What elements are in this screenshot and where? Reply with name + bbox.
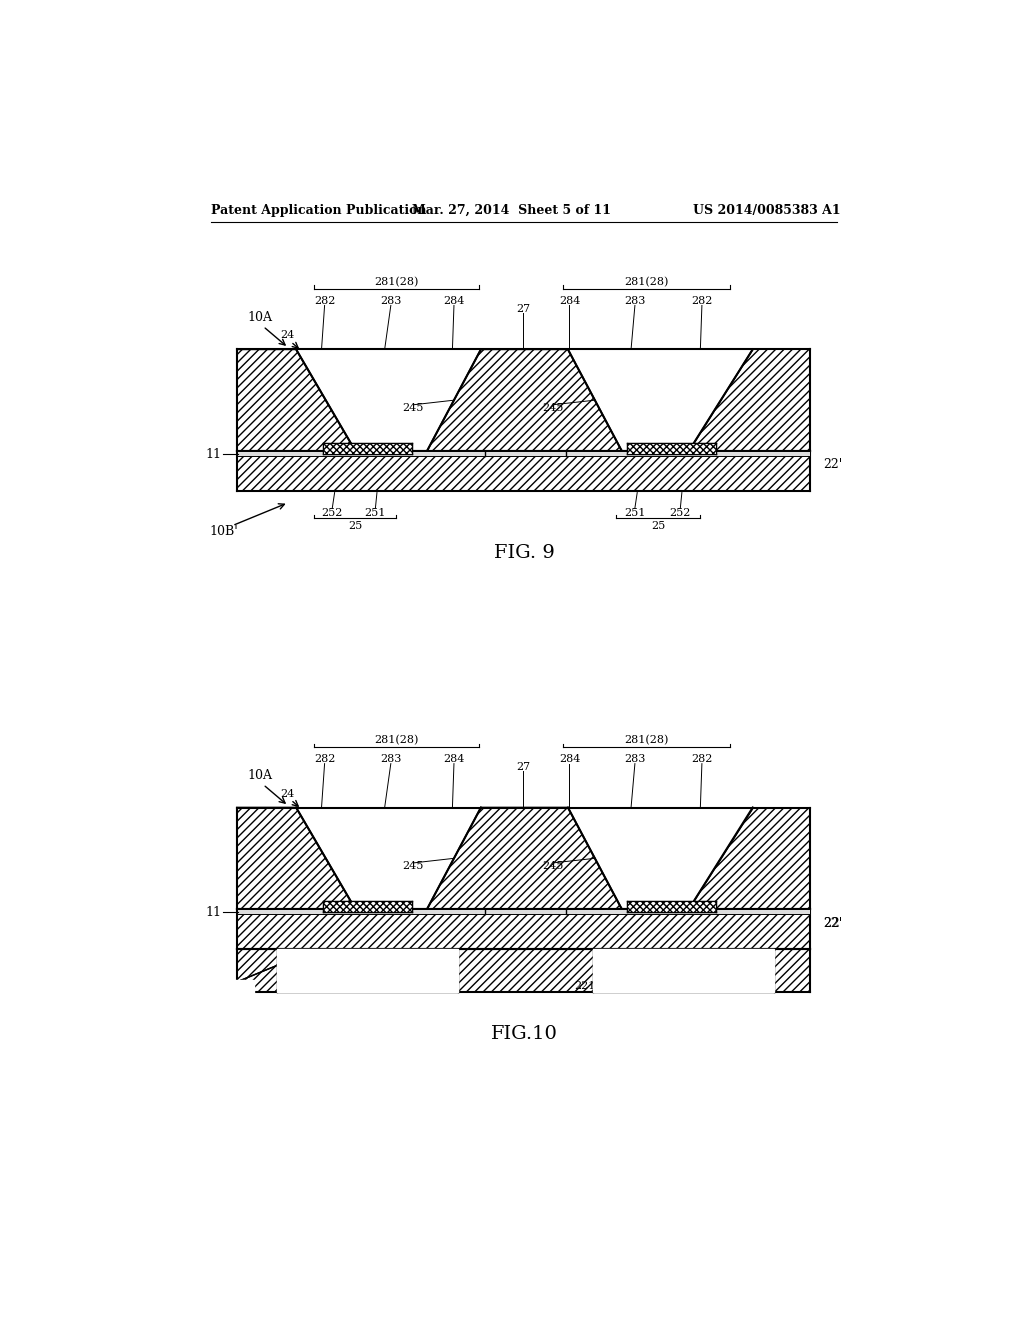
Text: 283: 283 [380,754,401,764]
Polygon shape [689,350,810,451]
Text: 11: 11 [206,447,221,461]
Text: 25: 25 [348,520,362,531]
Text: 282: 282 [314,754,335,764]
Text: 252: 252 [322,966,343,975]
Text: 25: 25 [651,979,666,989]
Text: 221(222): 221(222) [574,981,626,991]
Text: 245: 245 [402,403,424,413]
Bar [593,949,773,991]
Text: FIG.10: FIG.10 [492,1024,558,1043]
Text: 251: 251 [625,508,645,517]
Polygon shape [237,949,810,991]
Text: 245: 245 [402,861,424,871]
Text: 251: 251 [625,966,645,975]
Text: 283: 283 [625,754,645,764]
Text: 11: 11 [206,906,221,919]
Polygon shape [323,444,412,454]
Polygon shape [237,909,810,949]
Text: Mar. 27, 2014  Sheet 5 of 11: Mar. 27, 2014 Sheet 5 of 11 [412,205,610,218]
Text: 281(28): 281(28) [625,735,669,746]
Text: 282: 282 [691,754,713,764]
Text: 27: 27 [516,762,530,772]
Text: 282: 282 [691,296,713,306]
Polygon shape [237,808,355,909]
Text: 281(28): 281(28) [625,277,669,288]
Text: 284: 284 [443,296,465,306]
Polygon shape [237,350,355,451]
Text: 252: 252 [670,508,691,517]
Polygon shape [237,909,810,913]
Text: 251: 251 [365,508,386,517]
Text: 25: 25 [348,979,362,989]
Bar [276,949,458,991]
Text: 22': 22' [823,916,843,929]
Text: 27: 27 [516,304,530,314]
Text: 281(28): 281(28) [374,277,419,288]
Text: 283: 283 [625,296,645,306]
Polygon shape [427,350,622,451]
Text: 245: 245 [542,403,563,413]
Text: 10B': 10B' [210,982,239,995]
Text: 283: 283 [380,296,401,306]
Polygon shape [206,979,254,995]
Text: 252: 252 [322,508,343,517]
Text: 251: 251 [365,966,386,975]
Text: 22': 22' [823,458,843,471]
Text: Patent Application Publication: Patent Application Publication [211,205,427,218]
Polygon shape [323,902,412,912]
Text: FIG. 9: FIG. 9 [495,544,555,561]
Text: 10A: 10A [248,768,272,781]
Text: 25: 25 [651,520,666,531]
Polygon shape [628,902,716,912]
Text: 245: 245 [542,861,563,871]
Text: 10A: 10A [248,310,272,323]
Polygon shape [689,808,810,909]
Text: 281(28): 281(28) [374,735,419,746]
Text: 284: 284 [443,754,465,764]
Text: 10B': 10B' [210,524,239,537]
Text: 284: 284 [559,296,581,306]
Text: US 2014/0085383 A1: US 2014/0085383 A1 [692,205,841,218]
Polygon shape [237,451,810,491]
Polygon shape [628,444,716,454]
Text: 282: 282 [314,296,335,306]
Polygon shape [237,451,810,455]
Text: 252: 252 [670,966,691,975]
Text: 284: 284 [559,754,581,764]
Text: 22: 22 [823,916,844,929]
Text: 24: 24 [281,788,295,799]
Text: 24: 24 [281,330,295,341]
Text: 221(222): 221(222) [343,981,395,991]
Text: 10B: 10B [210,982,236,995]
Polygon shape [427,808,622,909]
